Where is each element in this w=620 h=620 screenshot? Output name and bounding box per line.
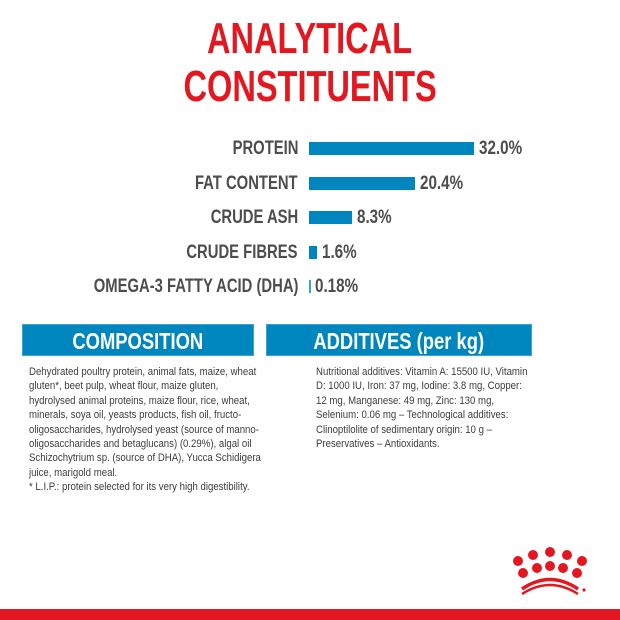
bar-omega-3: [309, 280, 311, 293]
chart-row-crude-fibres: CRUDE FIBRES 1.6%: [0, 243, 620, 263]
bar-label: OMEGA-3 FATTY ACID (DHA): [93, 276, 298, 297]
bar-label: CRUDE ASH: [210, 207, 298, 228]
chart-row-omega-3: OMEGA-3 FATTY ACID (DHA) 0.18%: [0, 277, 620, 297]
bar-value: 8.3%: [357, 207, 392, 228]
additives-header: ADDITIVES (per kg): [266, 324, 532, 356]
chart-row-protein: PROTEIN 32.0%: [0, 139, 620, 159]
bar-value: 32.0%: [479, 138, 523, 159]
composition-header: COMPOSITION: [22, 324, 254, 356]
chart-row-fat-content: FAT CONTENT 20.4%: [0, 174, 620, 194]
bar-crude-fibres: [309, 246, 317, 259]
bar-crude-ash: [309, 211, 352, 224]
bar-label: FAT CONTENT: [195, 173, 298, 194]
bar-value: 20.4%: [420, 173, 464, 194]
bar-label: PROTEIN: [232, 138, 298, 159]
additives-text: Nutritional additives: Vitamin A: 15500 …: [316, 366, 528, 451]
composition-text: Dehydrated poultry protein, animal fats,…: [29, 366, 261, 494]
title-line-1: ANALYTICAL: [207, 14, 413, 63]
title-line-2: CONSTITUENTS: [183, 62, 437, 111]
bar-label: CRUDE FIBRES: [186, 242, 298, 263]
bar-fat-content: [309, 177, 415, 190]
bar-protein: [309, 142, 474, 155]
bottom-brand-bar: [0, 609, 620, 620]
royal-canin-crown-icon: [513, 547, 587, 596]
bar-value: 0.18%: [315, 276, 359, 297]
chart-row-crude-ash: CRUDE ASH 8.3%: [0, 208, 620, 228]
bar-value: 1.6%: [322, 242, 357, 263]
composition-footnote: * L.I.P.: protein selected for its very …: [29, 481, 250, 494]
